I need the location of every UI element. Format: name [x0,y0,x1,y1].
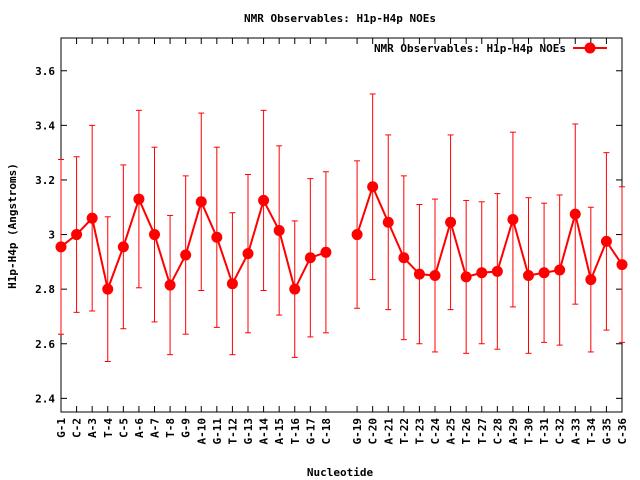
x-tick-label: G-19 [351,418,364,445]
x-tick-label: A-25 [445,418,458,445]
data-point [71,229,83,241]
x-tick-label: T-30 [523,418,536,445]
x-tick-label: A-7 [149,418,162,438]
x-tick-label: T-22 [398,418,411,445]
x-tick-label: C-24 [429,418,442,445]
y-tick-label: 3.4 [35,119,55,132]
x-tick-label: A-29 [507,418,520,445]
x-tick-label: G-9 [180,418,193,438]
data-point [367,181,379,193]
data-point [398,252,410,264]
series-lines [60,183,623,293]
x-tick-label: T-16 [289,418,302,445]
data-point [382,216,394,228]
x-tick-label: A-15 [273,418,286,445]
data-point [195,196,207,208]
x-tick-label: G-13 [242,418,255,445]
y-tick-label: 3 [48,229,55,242]
data-point [445,216,457,228]
data-point [320,246,332,258]
data-point [164,279,176,291]
x-tick-label: T-34 [585,418,598,445]
data-point [86,212,98,224]
data-point [616,259,628,271]
x-tick-label: T-12 [226,418,239,445]
x-axis-label: Nucleotide [307,466,374,479]
error-bars [58,93,625,362]
x-tick-label: T-23 [413,418,426,445]
x-tick-label: T-27 [476,418,489,445]
x-tick-label: C-2 [71,418,84,438]
data-point [476,267,488,279]
y-tick-label: 3.6 [35,65,55,78]
y-tick-label: 2.8 [35,283,55,296]
series-points [55,181,628,295]
x-tick-label: G-1 [55,418,68,438]
series-line [356,183,623,283]
x-tick-label: C-5 [117,418,130,438]
data-point [507,214,519,226]
x-tick-label: C-36 [616,418,629,445]
x-tick-label: T-4 [102,418,115,438]
y-tick-label: 3.2 [35,174,55,187]
x-tick-label: G-17 [304,418,317,445]
data-point [258,194,270,206]
x-tick-label: T-8 [164,418,177,438]
x-tick-label: T-31 [538,418,551,445]
y-axis: 2.4 2.6 2.8 3 3.2 3.4 3.6 [35,65,622,405]
legend-marker [584,42,596,54]
data-point [304,252,316,264]
y-axis-label: H1p-H4p (Angstroms) [6,163,19,289]
data-point [149,229,160,241]
data-point [569,208,581,220]
data-point [133,193,145,205]
data-point [117,241,129,253]
data-point [523,270,534,282]
data-point [211,231,223,243]
data-point [242,248,254,260]
data-point [429,270,441,282]
data-point [351,229,363,241]
data-point [460,271,472,283]
data-point [102,283,114,295]
data-point [180,249,192,261]
data-point [554,264,566,276]
chart-title: NMR Observables: H1p-H4p NOEs [244,12,436,25]
data-point [226,278,238,290]
series-line [60,196,327,293]
x-tick-label: C-32 [554,418,567,445]
y-tick-label: 2.6 [35,338,55,351]
data-point [600,235,612,247]
x-tick-label: A-33 [569,418,582,445]
x-tick-label: G-11 [211,418,224,445]
data-point [289,283,301,295]
x-tick-label: A-6 [133,418,146,438]
x-tick-label: G-35 [600,418,613,445]
x-tick-label: C-18 [320,418,333,445]
x-tick-label: A-21 [382,418,395,445]
data-point [491,265,503,277]
x-tick-label: C-20 [367,418,380,445]
data-point [538,267,550,279]
y-tick-label: 2.4 [35,392,55,405]
x-tick-label: C-28 [491,418,504,445]
x-tick-label: A-10 [195,418,208,445]
plot-frame [60,37,623,413]
x-tick-label: T-26 [460,418,473,445]
data-point [273,224,285,236]
x-tick-label: A-14 [258,418,271,445]
legend-label: NMR Observables: H1p-H4p NOEs [374,42,566,55]
data-point [585,274,597,286]
x-tick-label: A-3 [86,418,99,438]
data-point [55,241,67,253]
x-axis: G-1 C-2 A-3 T-4 C-5 A-6 A-7 T-8 G-9 A-10 G-11 T-12 G… [55,38,629,445]
legend: NMR Observables: H1p-H4p NOEs [374,42,607,55]
data-point [413,268,425,280]
